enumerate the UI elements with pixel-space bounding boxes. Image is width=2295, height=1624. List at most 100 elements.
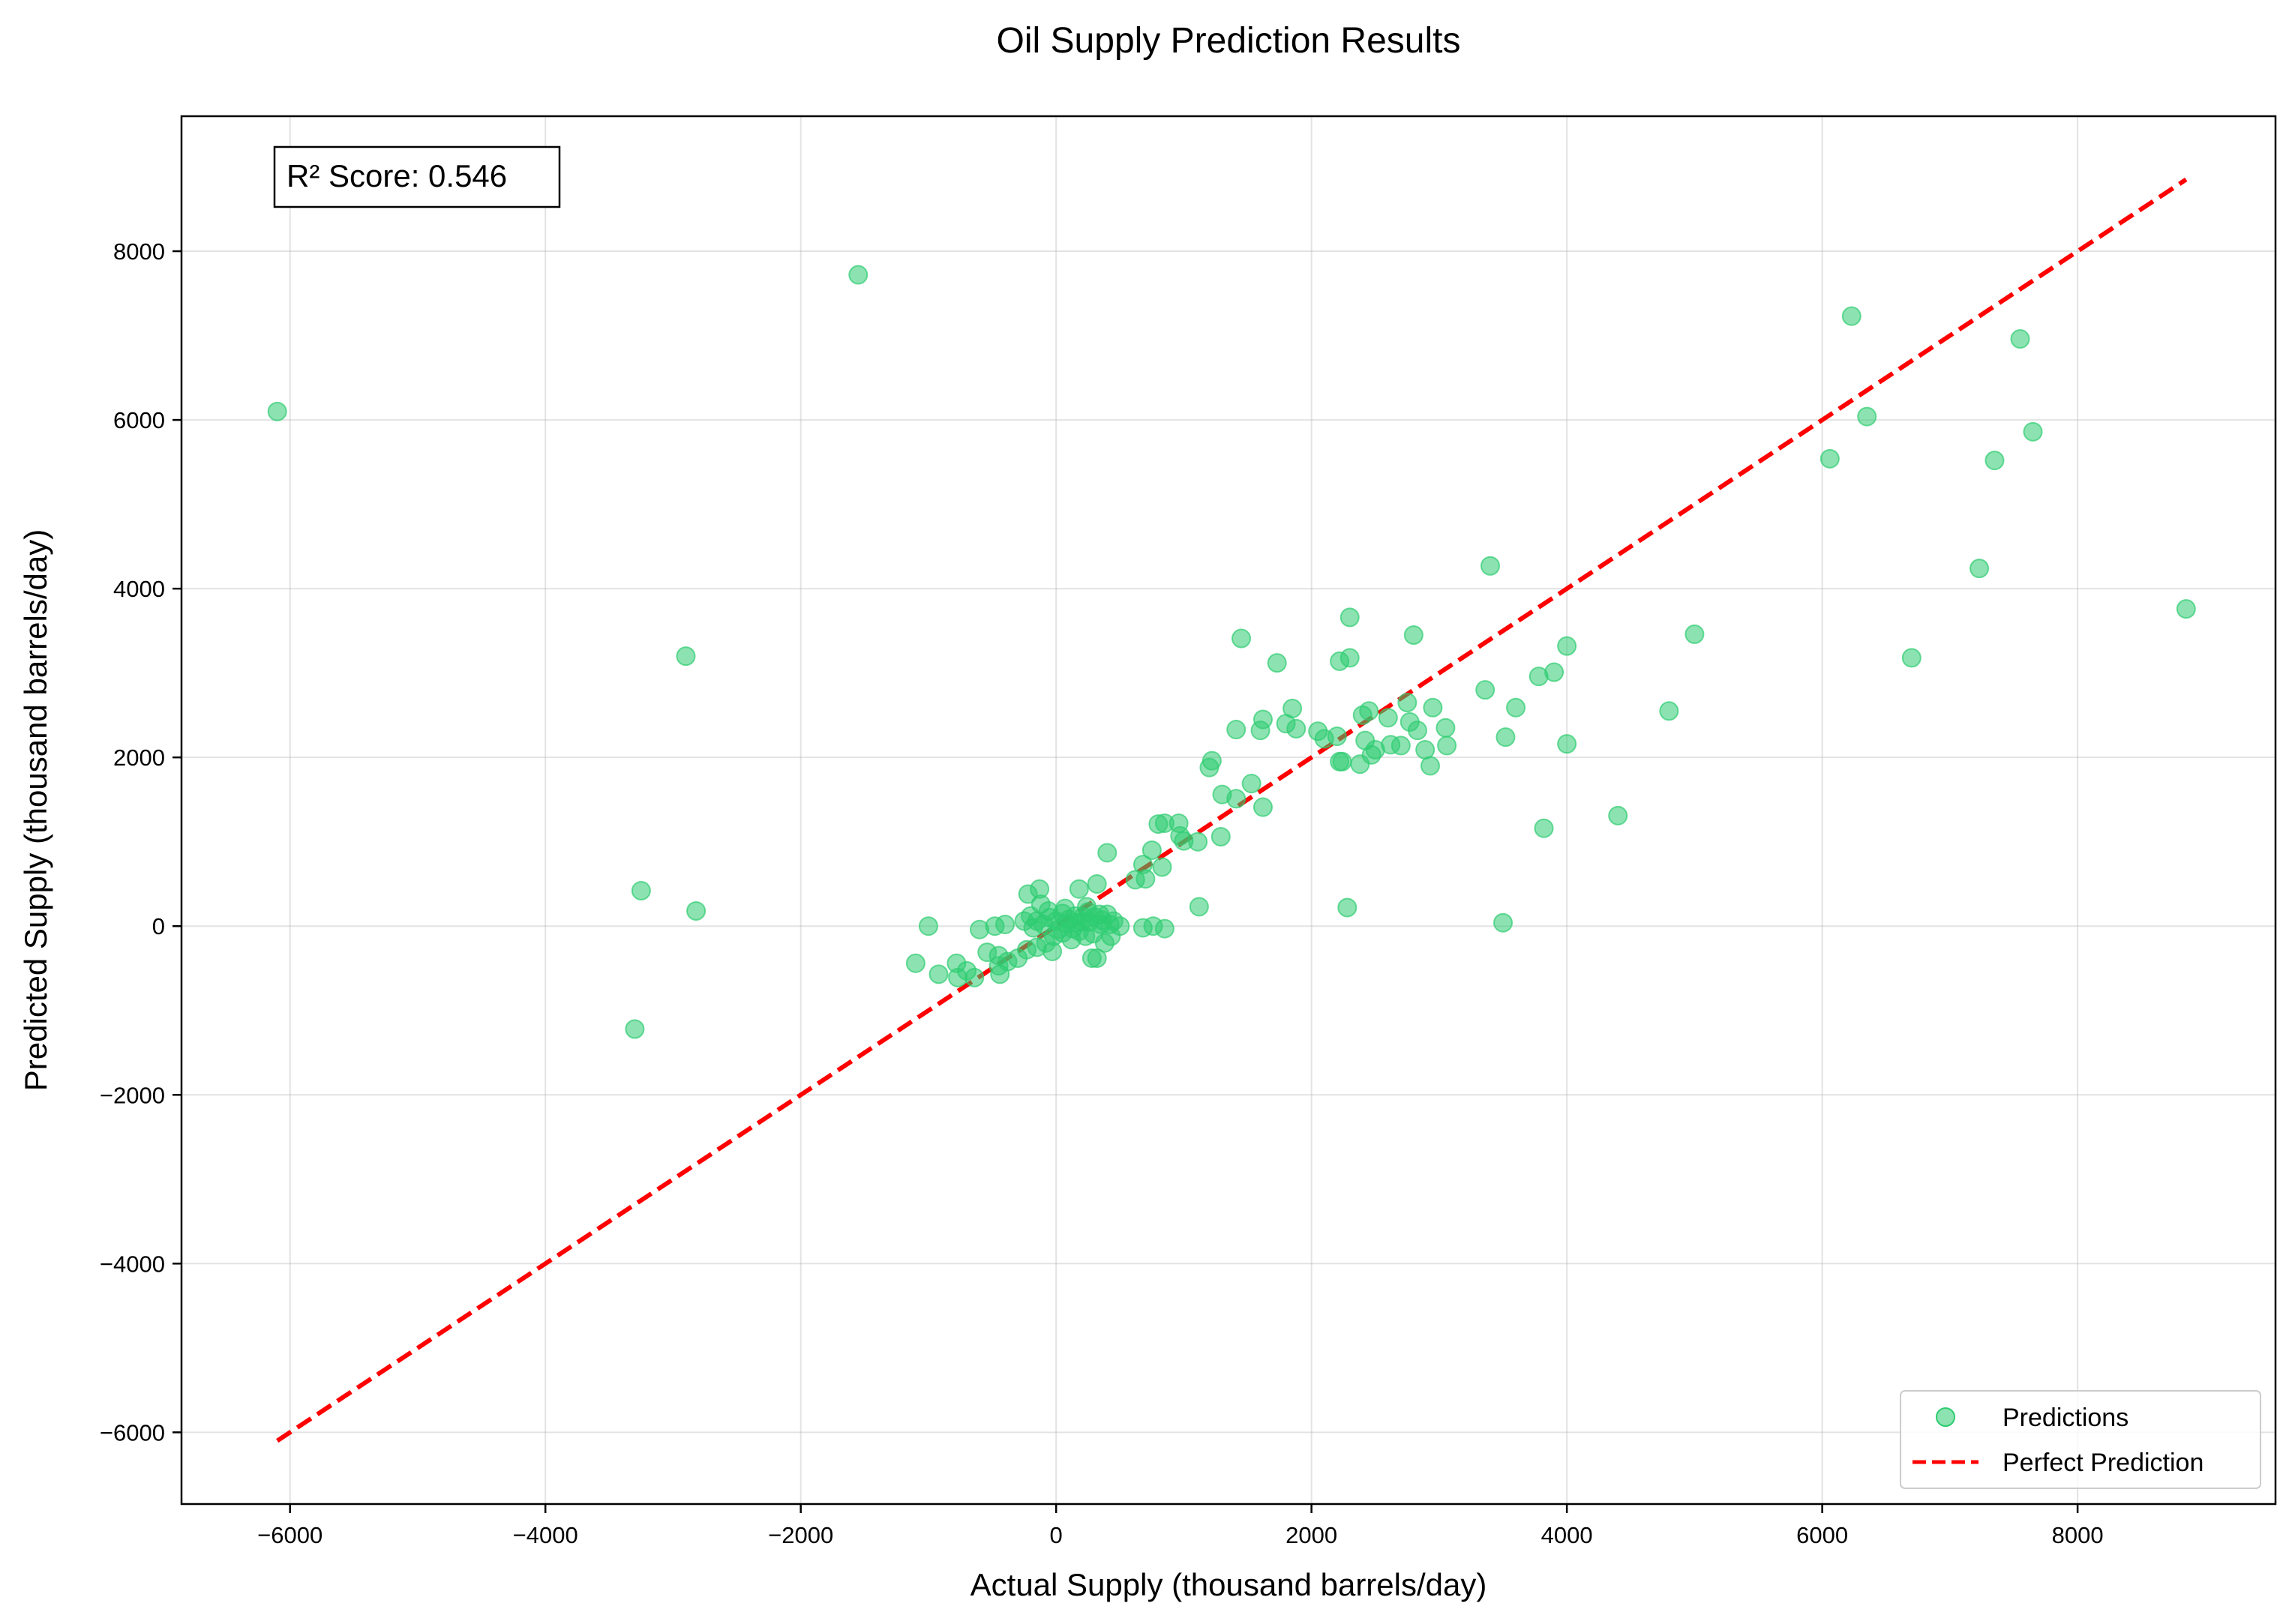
x-tick-label: 4000 [1541, 1522, 1593, 1548]
scatter-point [1557, 636, 1577, 656]
scatter-point [1188, 831, 1208, 852]
legend-label-predictions: Predictions [2002, 1404, 2128, 1432]
scatter-point [1496, 727, 1516, 748]
scatter-point [1083, 924, 1103, 944]
scatter-point [1684, 624, 1705, 644]
x-tick-label: 0 [1050, 1522, 1063, 1548]
scatter-point [676, 646, 696, 667]
scatter-point [1152, 857, 1172, 877]
scatter-point [1142, 840, 1162, 860]
scatter-point [1493, 912, 1514, 933]
y-tick-label: 0 [152, 913, 165, 939]
scatter-point [1480, 556, 1500, 576]
scatter-point [1857, 406, 1877, 427]
legend-marker-predictions [1936, 1407, 1955, 1427]
scatter-point [848, 265, 868, 285]
scatter-point [995, 914, 1016, 934]
scatter-point [990, 964, 1010, 984]
scatter-point [1475, 680, 1496, 700]
scatter-point [1066, 912, 1087, 933]
scatter-point [1436, 718, 1456, 738]
scatter-point [1087, 873, 1107, 894]
scatter-point [1132, 918, 1153, 938]
scatter-point [1437, 736, 1457, 756]
scatter-point [1423, 697, 1443, 718]
scatter-point [1841, 306, 1862, 326]
scatter-point [1608, 805, 1628, 825]
scatter-point [1252, 797, 1273, 817]
scatter-point [267, 401, 287, 421]
scatter-point [1286, 718, 1306, 739]
scatter-point [948, 967, 968, 987]
scatter-point [1359, 701, 1379, 721]
r2-score-label: R² Score: 0.546 [286, 158, 507, 193]
x-tick-label: −4000 [513, 1522, 578, 1548]
scatter-point [1189, 897, 1209, 917]
scatter-point [1340, 648, 1360, 668]
x-tick-label: −2000 [768, 1522, 833, 1548]
legend-frame [1900, 1390, 2261, 1489]
x-tick-label: 8000 [2052, 1522, 2104, 1548]
axis-ticks: −6000 −4000 −2000 0 2000 4000 6000 8000 −6000 −40… [100, 238, 2104, 1548]
scatter-point [1069, 879, 1089, 899]
scatter-point [1340, 607, 1360, 628]
chart-title: Oil Supply Prediction Results [997, 21, 1461, 61]
scatter-point [1055, 898, 1076, 918]
y-tick-label: 4000 [113, 576, 165, 602]
scatter-point [1210, 826, 1231, 846]
predictions-layer [267, 265, 2196, 1039]
y-tick-label: 6000 [113, 407, 165, 433]
plot-frame [180, 115, 2277, 1506]
scatter-point [1314, 729, 1334, 749]
scatter-point [1042, 941, 1063, 961]
scatter-point [1420, 756, 1440, 776]
r2-score-box [273, 145, 561, 208]
y-tick-label: −2000 [100, 1082, 165, 1108]
y-tick-label: −4000 [100, 1251, 165, 1277]
scatter-point [1506, 697, 1526, 718]
scatter-point [1087, 948, 1107, 968]
scatter-point [625, 1019, 645, 1039]
y-tick-label: −6000 [100, 1419, 165, 1446]
scatter-point [1241, 774, 1262, 794]
y-tick-label: 8000 [113, 238, 165, 265]
x-axis-title: Actual Supply (thousand barrels/day) [970, 1567, 1487, 1602]
scatter-point [1332, 751, 1352, 772]
perfect-prediction-layer [276, 177, 2188, 1443]
scatter-point [2176, 599, 2196, 619]
scatter-point [631, 880, 651, 900]
r2-score-annotation: R² Score: 0.546 [273, 145, 561, 208]
grid [182, 116, 2276, 1504]
scatter-point [1136, 869, 1156, 889]
scatter-point [2023, 421, 2043, 442]
scatter-point [964, 967, 985, 987]
scatter-point [1557, 734, 1577, 754]
scatter-point [1226, 720, 1246, 740]
scatter-point [1970, 559, 1990, 579]
scatter-point [1023, 918, 1043, 938]
scatter-point [928, 964, 949, 984]
scatter-point [1100, 914, 1120, 934]
scatter-point [1820, 448, 1840, 469]
scatter-point [1232, 628, 1252, 649]
scatter-point [1361, 745, 1382, 765]
scatter-point [1659, 701, 1679, 721]
scatter-point [1901, 648, 1922, 668]
scatter-point [1226, 789, 1246, 809]
scatter-point [1337, 897, 1358, 918]
y-tick-label: 2000 [113, 745, 165, 771]
y-axis-title: Predicted Supply (thousand barrels/day) [18, 529, 53, 1091]
scatter-point [1077, 897, 1097, 917]
scatter-point [686, 900, 706, 921]
x-tick-label: 2000 [1286, 1522, 1337, 1548]
scatter-point [2010, 329, 2030, 349]
x-tick-label: −6000 [257, 1522, 322, 1548]
scatter-point [1148, 814, 1168, 834]
scatter-point [1018, 884, 1038, 904]
scatter-point [1403, 625, 1424, 646]
scatter-point [905, 953, 926, 973]
perfect-prediction-line [276, 177, 2188, 1443]
scatter-point [1199, 757, 1220, 778]
